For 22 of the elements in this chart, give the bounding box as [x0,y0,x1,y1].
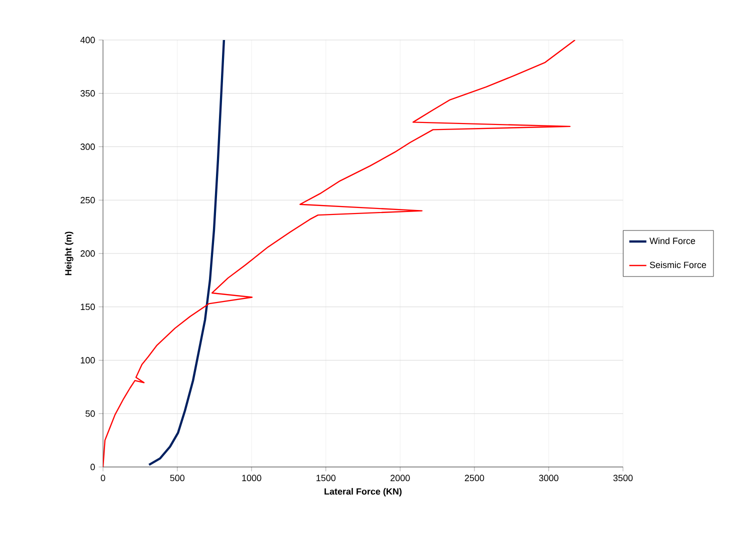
y-tick-label: 200 [80,250,95,257]
x-tick-label: 3500 [613,474,633,482]
y-tick-label: 150 [80,304,95,310]
legend-label: Seismic Force [650,261,706,268]
x-axis-title: Lateral Force (KN) [324,488,402,496]
x-tick-label: 2000 [390,474,410,482]
x-tick-label: 500 [170,474,184,482]
y-tick-label: 250 [80,196,95,204]
line-series [148,40,226,466]
legend-label: Wind Force [650,237,696,244]
x-tick-label: 3000 [539,474,558,482]
x-tick-label: 2500 [464,474,484,482]
y-axis-title: Height (m) [64,232,74,276]
x-tick-label: 0 [100,474,106,482]
y-tick-label: 50 [86,410,95,417]
y-tick-label: 100 [80,357,95,364]
y-tick-label: 0 [90,464,95,470]
y-tick-label: 400 [80,36,95,44]
x-tick-label: 1500 [316,474,336,482]
y-tick-label: 300 [80,144,95,150]
y-tick-label: 350 [80,90,95,97]
x-tick-label: 1000 [242,474,262,482]
